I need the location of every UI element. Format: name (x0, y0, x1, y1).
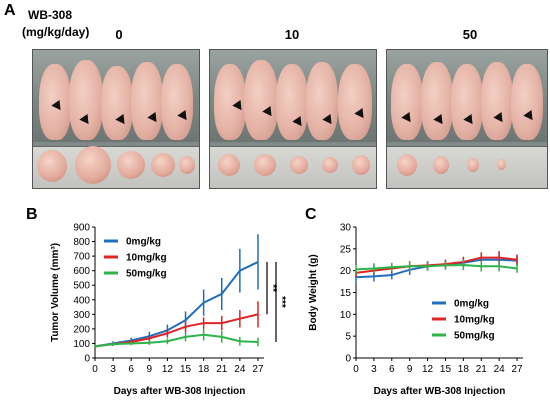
y-tick-label: 200 (73, 324, 90, 335)
tumor-image (290, 156, 308, 174)
mouse-image (244, 60, 278, 140)
photo-group-10 (209, 49, 377, 189)
series-line (355, 256, 518, 274)
x-tick-label: 6 (128, 364, 134, 375)
y-tick-label: 25 (340, 244, 352, 255)
mouse-image (451, 64, 483, 140)
panel-a-header-line2: (mg/kg/day) (22, 25, 90, 39)
mouse-image (421, 62, 453, 140)
tumor-image (322, 157, 338, 173)
tumor-volume-chart: 0 100 200 300 400 500 600 700 800 900 0 3 6 9 12 15 18 21… (50, 223, 287, 398)
legend-entry: 0mg/kg (454, 299, 489, 310)
mouse-image (161, 64, 193, 140)
significance-label: *** (276, 296, 287, 308)
tumor-image (254, 154, 276, 176)
x-tick-label: 12 (162, 364, 174, 375)
x-tick-label: 9 (407, 364, 413, 375)
y-tick-label: 10 (340, 310, 352, 321)
y-tick-label: 900 (73, 223, 90, 234)
x-tick-label: 21 (216, 364, 228, 375)
y-tick-label: 600 (73, 266, 90, 277)
mouse-image (306, 62, 338, 140)
tumor-image (218, 154, 240, 176)
y-tick-label: 0 (345, 354, 351, 365)
panel-c-letter: C (305, 206, 317, 223)
x-tick-label: 21 (476, 364, 488, 375)
legend-entry: 10mg/kg (454, 315, 495, 326)
x-tick-label: 9 (147, 364, 153, 375)
series-line (94, 261, 259, 348)
y-tick-label: 30 (340, 223, 352, 234)
photo-group-50 (386, 49, 548, 189)
legend-entry: 50mg/kg (454, 331, 495, 342)
y-tick-label: 300 (73, 310, 90, 321)
tumor-image (179, 156, 195, 174)
mouse-image (214, 64, 246, 140)
tumor-image (37, 150, 67, 182)
tumor-image (151, 153, 175, 177)
series-line (94, 333, 259, 348)
y-tick-label: 20 (340, 266, 352, 277)
y-axis-label: Tumor Volume (mm³) (50, 243, 61, 342)
dose-label-10: 10 (284, 27, 300, 42)
x-tick-label: 12 (422, 364, 434, 375)
x-tick-label: 6 (389, 364, 395, 375)
significance-label: ** (267, 284, 278, 292)
mouse-image (101, 66, 133, 140)
y-tick-label: 15 (340, 288, 352, 299)
panel-a-header-line1: WB-308 (28, 8, 73, 22)
legend-entry: 10mg/kg (126, 253, 167, 264)
x-tick-label: 27 (511, 364, 523, 375)
y-tick-label: 800 (73, 237, 90, 248)
x-tick-label: 27 (252, 364, 264, 375)
x-tick-label: 3 (110, 364, 116, 375)
tumor-image (75, 146, 111, 184)
tumor-image (352, 155, 370, 175)
mouse-image (481, 62, 513, 140)
x-tick-label: 3 (371, 364, 377, 375)
y-tick-label: 400 (73, 295, 90, 306)
mouse-image (39, 64, 71, 140)
mouse-image (338, 64, 372, 140)
mouse-image (276, 64, 308, 140)
dose-label-0: 0 (115, 27, 123, 42)
x-tick-label: 18 (198, 364, 210, 375)
x-tick-label: 0 (353, 364, 359, 375)
y-tick-label: 0 (84, 354, 90, 365)
x-tick-label: 15 (180, 364, 192, 375)
x-tick-label: 24 (234, 364, 246, 375)
mouse-image (131, 62, 163, 140)
mouse-image (511, 64, 543, 140)
y-tick-label: 100 (73, 339, 90, 350)
mouse-image (391, 64, 423, 140)
tumor-image (397, 154, 417, 176)
series-line (355, 263, 518, 271)
x-tick-label: 18 (458, 364, 470, 375)
x-tick-label: 24 (494, 364, 506, 375)
body-weight-chart: 0 5 10 15 20 25 30 0 3 6 9 12 15 18 21 24 27 Days after W… (308, 223, 523, 398)
panel-b-letter: B (26, 206, 38, 223)
tumor-image (497, 159, 506, 170)
tumor-image (433, 156, 449, 174)
y-tick-label: 500 (73, 281, 90, 292)
mouse-image (69, 60, 103, 140)
x-tick-label: 0 (92, 364, 98, 375)
panel-a-letter: A (4, 2, 16, 19)
tumor-image (467, 158, 479, 172)
photo-group-0 (32, 49, 200, 189)
y-axis-label: Body Weight (g) (308, 254, 319, 330)
y-tick-label: 700 (73, 252, 90, 263)
tumor-image (117, 151, 145, 179)
x-axis-label: Days after WB-308 Injection (374, 386, 506, 397)
x-axis-label: Days after WB-308 Injection (114, 386, 246, 397)
y-tick-label: 5 (345, 332, 351, 343)
x-tick-label: 15 (440, 364, 452, 375)
legend-entry: 50mg/kg (126, 269, 167, 280)
dose-label-50: 50 (462, 27, 478, 42)
legend-entry: 0mg/kg (126, 237, 161, 248)
